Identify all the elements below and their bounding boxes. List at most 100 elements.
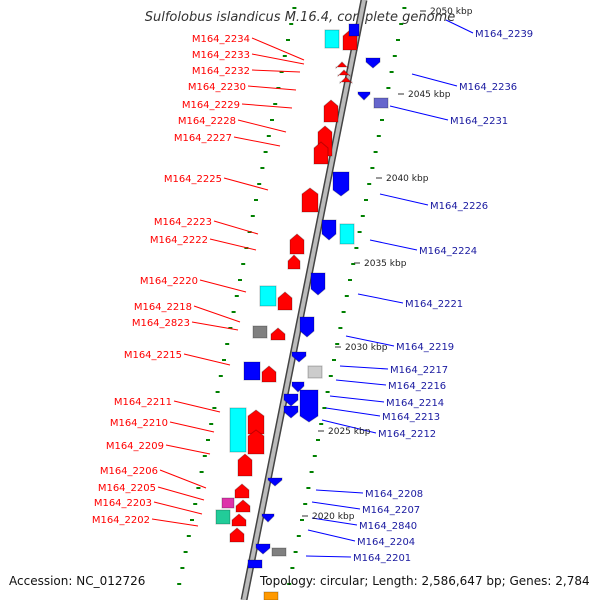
gene-feature	[255, 543, 271, 555]
kbp-label: 2030 kbp	[345, 343, 388, 353]
left-gene-label: M164_2203	[94, 498, 152, 509]
left-leader-line	[223, 177, 269, 191]
gene-feature	[252, 325, 268, 339]
gene-feature	[291, 381, 305, 393]
left-leader-line	[241, 103, 293, 109]
gene-feature	[234, 483, 250, 499]
right-gene-label: M164_2212	[378, 429, 436, 440]
right-gene-label: M164_2213	[382, 412, 440, 423]
left-gene-label: M164_2209	[106, 441, 164, 452]
left-gene-label: M164_2205	[98, 483, 156, 494]
gene-feature	[235, 499, 251, 513]
gene-feature	[291, 351, 307, 363]
backbone-line	[242, 0, 366, 600]
gene-feature	[247, 559, 263, 569]
gene-feature	[215, 509, 231, 525]
right-gene-label: M164_2216	[388, 381, 446, 392]
left-leader-line	[251, 37, 305, 61]
left-leader-line	[165, 444, 211, 455]
left-leader-line	[251, 69, 301, 73]
right-gene-label: M164_2214	[386, 398, 444, 409]
right-gene-label: M164_2239	[475, 29, 533, 40]
kbp-label: 2035 kbp	[364, 259, 407, 269]
gene-feature	[221, 497, 235, 509]
gene-feature	[339, 223, 355, 245]
right-leader-line	[329, 395, 385, 403]
gene-feature	[307, 365, 323, 379]
left-leader-line	[151, 518, 199, 527]
right-leader-line	[379, 193, 429, 206]
gene-feature	[283, 405, 299, 419]
right-leader-line	[311, 517, 358, 526]
right-gene-label: M164_2236	[459, 82, 517, 93]
right-leader-line	[305, 555, 352, 558]
right-leader-line	[321, 419, 377, 434]
gene-feature	[313, 141, 329, 165]
gene-feature	[283, 393, 299, 407]
left-gene-label: M164_2223	[154, 217, 212, 228]
kbp-label: 2050 kbp	[430, 7, 473, 17]
right-gene-label: M164_2224	[419, 246, 477, 257]
right-leader-line	[445, 19, 474, 34]
gene-feature	[229, 527, 245, 543]
map-title: Sulfolobus islandicus M.16.4, complete g…	[144, 10, 456, 25]
left-leader-line	[193, 305, 241, 323]
gene-feature	[335, 61, 349, 70]
left-leader-line	[183, 353, 231, 366]
accession-label: Accession: NC_012726	[9, 574, 146, 588]
gene-feature	[270, 327, 286, 341]
gene-feature	[321, 219, 337, 241]
topology-label: Topology: circular; Length: 2,586,647 bp…	[260, 574, 590, 588]
left-gene-label: M164_2823	[132, 318, 190, 329]
gene-feature	[287, 254, 301, 270]
left-gene-label: M164_2215	[124, 350, 182, 361]
left-leader-line	[209, 238, 257, 251]
left-gene-label: M164_2225	[164, 174, 222, 185]
left-leader-line	[159, 469, 207, 489]
gene-feature	[299, 389, 319, 423]
right-gene-label: M164_2208	[365, 489, 423, 500]
left-leader-line	[247, 85, 297, 91]
right-leader-line	[311, 501, 361, 510]
left-gene-label: M164_2222	[150, 235, 208, 246]
right-gene-label: M164_2231	[450, 116, 508, 127]
gene-feature	[277, 291, 293, 311]
gene-feature	[357, 91, 371, 101]
left-gene-label: M164_2229	[182, 100, 240, 111]
right-leader-line	[345, 335, 395, 347]
gene-feature	[267, 477, 283, 487]
right-leader-line	[411, 73, 458, 87]
left-gene-label: M164_2220	[140, 276, 198, 287]
left-gene-label: M164_2228	[178, 116, 236, 127]
left-gene-label: M164_2230	[188, 82, 246, 93]
gene-feature	[332, 171, 350, 197]
kbp-label: 2020 kbp	[312, 512, 355, 522]
right-gene-label: M164_2201	[353, 553, 411, 564]
gene-feature	[243, 361, 261, 381]
right-leader-line	[325, 407, 381, 417]
gene-feature	[324, 29, 340, 49]
right-gene-label: M164_2204	[357, 537, 415, 548]
left-leader-line	[199, 279, 247, 293]
gene-feature	[373, 97, 389, 109]
gene-feature	[271, 547, 287, 557]
gene-feature	[229, 407, 247, 453]
gene-feature	[323, 99, 339, 123]
left-leader-line	[213, 220, 259, 235]
left-gene-label: M164_2218	[134, 302, 192, 313]
gene-feature	[259, 285, 277, 307]
left-leader-line	[153, 501, 203, 515]
gene-feature	[299, 316, 315, 338]
right-leader-line	[357, 293, 404, 304]
left-leader-line	[237, 119, 287, 133]
right-gene-label: M164_2207	[362, 505, 420, 516]
right-gene-label: M164_2217	[390, 365, 448, 376]
right-gene-label: M164_2221	[405, 299, 463, 310]
right-gene-label: M164_2226	[430, 201, 488, 212]
gene-feature	[261, 513, 275, 523]
right-gene-label: M164_2840	[359, 521, 417, 532]
kbp-label: 2045 kbp	[408, 90, 451, 100]
left-leader-line	[191, 321, 239, 331]
